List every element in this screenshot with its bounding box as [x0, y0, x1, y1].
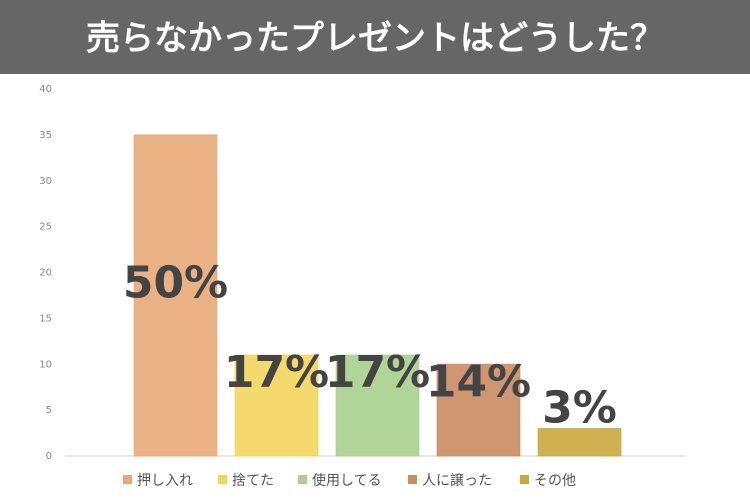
percent-label: 17%	[224, 347, 329, 398]
legend-swatch	[520, 475, 529, 484]
chart-title: 売らなかったプレゼントはどうした？	[86, 19, 664, 59]
legend-label: その他	[534, 473, 576, 489]
legend-swatch	[298, 475, 307, 484]
y-tick-label: 40	[39, 84, 52, 95]
bar	[537, 427, 622, 457]
legend-swatch	[408, 475, 417, 484]
legend-label: 使用してる	[312, 472, 382, 489]
y-tick-label: 10	[39, 359, 52, 370]
percent-label: 17%	[325, 347, 430, 398]
header-band	[0, 0, 750, 74]
percent-label: 50%	[123, 257, 228, 308]
bar	[133, 134, 218, 457]
y-tick-label: 20	[39, 268, 52, 279]
y-tick-label: 5	[46, 405, 52, 416]
legend-label: 押し入れ	[137, 473, 193, 489]
percent-label: 14%	[426, 356, 531, 407]
y-tick-label: 15	[39, 313, 52, 324]
y-tick-label: 0	[46, 451, 52, 462]
legend-swatch	[123, 475, 132, 484]
bar	[335, 354, 420, 457]
bar	[234, 354, 319, 457]
percent-label: 3%	[542, 382, 617, 433]
y-tick-label: 35	[39, 130, 52, 141]
y-tick-label: 30	[39, 176, 52, 187]
legend-swatch	[218, 475, 227, 484]
bar	[436, 363, 521, 457]
y-tick-label: 25	[39, 222, 52, 233]
legend-label: 捨てた	[232, 472, 274, 489]
legend-label: 人に譲った	[422, 473, 492, 489]
